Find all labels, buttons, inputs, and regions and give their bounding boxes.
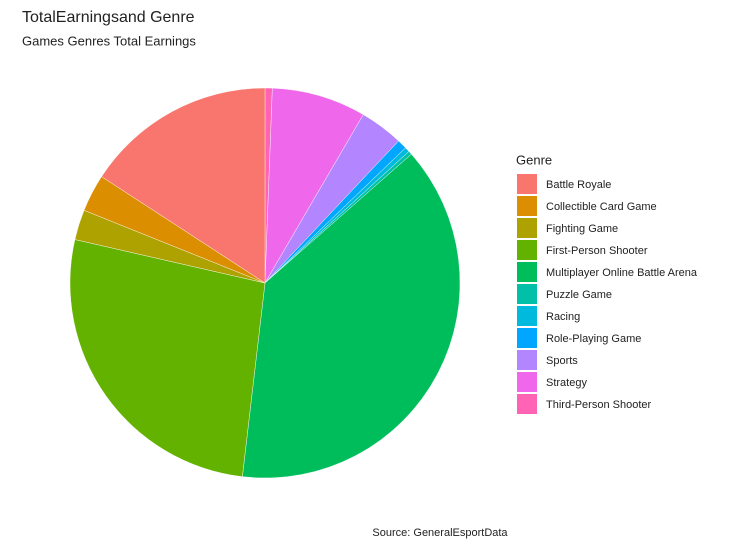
pie-slice bbox=[101, 87, 266, 284]
legend-label: Battle Royale bbox=[546, 179, 611, 191]
legend-label: Collectible Card Game bbox=[546, 201, 657, 213]
legend-key bbox=[517, 372, 537, 392]
legend-key bbox=[517, 284, 537, 304]
legend-title: Genre bbox=[516, 152, 552, 167]
legend-key bbox=[517, 218, 537, 238]
pie-slice bbox=[69, 239, 266, 477]
legend-label: Strategy bbox=[546, 377, 587, 389]
legend-key bbox=[517, 328, 537, 348]
caption: Source: GeneralEsportData bbox=[372, 527, 508, 539]
chart-title: TotalEarningsand Genre bbox=[22, 9, 195, 26]
legend-label: Third-Person Shooter bbox=[546, 399, 651, 411]
chart-subtitle: Games Genres Total Earnings bbox=[22, 33, 196, 48]
pie-slice bbox=[264, 87, 364, 284]
legend-label: Fighting Game bbox=[546, 223, 618, 235]
legend-label: Role-Playing Game bbox=[546, 333, 641, 345]
legend-key bbox=[517, 262, 537, 282]
legend-key bbox=[517, 306, 537, 326]
legend-label: Puzzle Game bbox=[546, 289, 612, 301]
pie-slice bbox=[242, 153, 461, 479]
legend-label: Multiplayer Online Battle Arena bbox=[546, 267, 698, 279]
legend-key bbox=[517, 196, 537, 216]
legend-key bbox=[517, 394, 537, 414]
legend-label: Sports bbox=[546, 355, 578, 367]
legend-key bbox=[517, 174, 537, 194]
legend-key bbox=[517, 240, 537, 260]
legend-key bbox=[517, 350, 537, 370]
legend-label: Racing bbox=[546, 311, 580, 323]
legend-label: First-Person Shooter bbox=[546, 245, 648, 257]
